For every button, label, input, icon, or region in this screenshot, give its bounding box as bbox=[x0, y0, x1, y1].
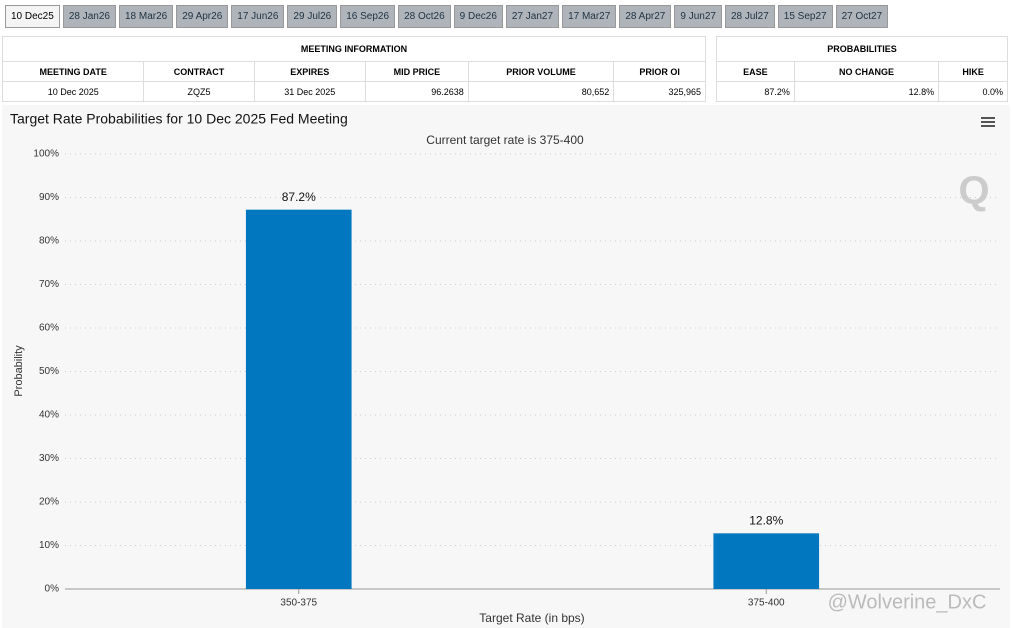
logo: Q bbox=[958, 169, 989, 213]
tab[interactable]: 16 Sep26 bbox=[340, 5, 396, 28]
column-header: CONTRACT bbox=[143, 61, 255, 82]
x-tick-label: 375-400 bbox=[748, 598, 785, 609]
header-row: EASE NO CHANGE HIKE bbox=[716, 61, 1008, 82]
tab[interactable]: 28 Oct26 bbox=[398, 5, 451, 28]
value-label: 12.8% bbox=[749, 513, 783, 527]
watermark: @Wolverine_DxC bbox=[828, 591, 987, 613]
cell: 12.8% bbox=[793, 81, 940, 102]
y-tick-label: 30% bbox=[39, 453, 59, 464]
cell: 87.2% bbox=[716, 81, 795, 102]
cell: 31 Dec 2025 bbox=[253, 81, 366, 102]
value-label: 87.2% bbox=[282, 190, 316, 204]
chart: Target Rate Probabilities for 10 Dec 202… bbox=[2, 105, 1010, 628]
y-tick-label: 50% bbox=[39, 366, 59, 377]
y-tick-label: 60% bbox=[39, 323, 59, 334]
cell: 10 Dec 2025 bbox=[1, 81, 145, 102]
column-header: MEETING DATE bbox=[1, 61, 145, 82]
meeting-table: MEETING INFORMATION MEETING DATE CONTRACT E… bbox=[1, 36, 706, 102]
x-tick-label: 350-375 bbox=[280, 598, 317, 609]
title-row: PROBABILITIES bbox=[716, 36, 1008, 62]
data-row: 87.2% 12.8% 0.0% bbox=[716, 81, 1008, 102]
column-header: MID PRICE bbox=[364, 61, 469, 82]
tab[interactable]: 17 Jun26 bbox=[231, 5, 285, 28]
y-tick-label: 70% bbox=[39, 279, 59, 290]
tab-bar: 10 Dec25 28 Jan26 18 Mar26 29 Apr26 17 Jun26… bbox=[5, 5, 889, 28]
y-tick-label: 80% bbox=[39, 236, 59, 247]
title-row: MEETING INFORMATION bbox=[2, 36, 706, 62]
menu-icon[interactable] bbox=[981, 117, 995, 127]
chart-background bbox=[2, 105, 1010, 628]
cell: 325,965 bbox=[613, 81, 706, 102]
tab[interactable]: 17 Mar27 bbox=[562, 5, 617, 28]
header-row: MEETING DATE CONTRACT EXPIRES MID PRICE PRIO… bbox=[1, 61, 706, 82]
y-tick-label: 90% bbox=[39, 192, 59, 203]
column-header: NO CHANGE bbox=[793, 61, 940, 82]
y-tick-label: 10% bbox=[39, 540, 59, 551]
bar bbox=[713, 533, 820, 589]
tab[interactable]: 29 Jul26 bbox=[287, 5, 338, 28]
cell: ZQZ5 bbox=[143, 81, 255, 102]
y-tick-label: 0% bbox=[45, 584, 60, 595]
tab[interactable]: 9 Jun27 bbox=[674, 5, 722, 28]
column-header: PRIOR OI bbox=[613, 61, 706, 82]
column-header: EXPIRES bbox=[253, 61, 366, 82]
cell: 0.0% bbox=[938, 81, 1008, 102]
x-axis-label: Target Rate (in bps) bbox=[479, 611, 584, 625]
y-axis-label: Probability bbox=[13, 345, 25, 397]
y-tick-label: 40% bbox=[39, 410, 59, 421]
tab[interactable]: 18 Mar26 bbox=[118, 5, 174, 28]
cell: 96.2638 bbox=[364, 81, 469, 102]
probability-table: PROBABILITIES EASE NO CHANGE HIKE 87.2% 12.8%… bbox=[716, 36, 1008, 102]
column-header: EASE bbox=[716, 61, 795, 82]
chart-title: Target Rate Probabilities for 10 Dec 202… bbox=[10, 111, 348, 127]
y-tick-label: 100% bbox=[33, 149, 59, 160]
tab[interactable]: 15 Sep27 bbox=[777, 5, 833, 28]
tab[interactable]: 9 Dec26 bbox=[453, 5, 503, 28]
chart-subtitle: Current target rate is 375-400 bbox=[426, 133, 584, 147]
tab[interactable]: 27 Jan27 bbox=[505, 5, 560, 28]
table-title: PROBABILITIES bbox=[716, 36, 1008, 62]
column-header: PRIOR VOLUME bbox=[467, 61, 615, 82]
tab[interactable]: 28 Jan26 bbox=[62, 5, 116, 28]
y-tick-label: 20% bbox=[39, 497, 59, 508]
tab[interactable]: 27 Oct27 bbox=[835, 5, 889, 28]
table-title: MEETING INFORMATION bbox=[2, 36, 706, 62]
column-header: HIKE bbox=[938, 61, 1008, 82]
tab[interactable]: 29 Apr26 bbox=[176, 5, 229, 28]
cell: 80,652 bbox=[467, 81, 615, 102]
tab[interactable]: 28 Apr27 bbox=[619, 5, 672, 28]
tab[interactable]: 28 Jul27 bbox=[724, 5, 775, 28]
data-row: 10 Dec 2025 ZQZ5 31 Dec 2025 96.2638 80,652 3… bbox=[1, 81, 706, 102]
tab[interactable]: 10 Dec25 bbox=[5, 5, 60, 28]
bar bbox=[245, 209, 352, 589]
